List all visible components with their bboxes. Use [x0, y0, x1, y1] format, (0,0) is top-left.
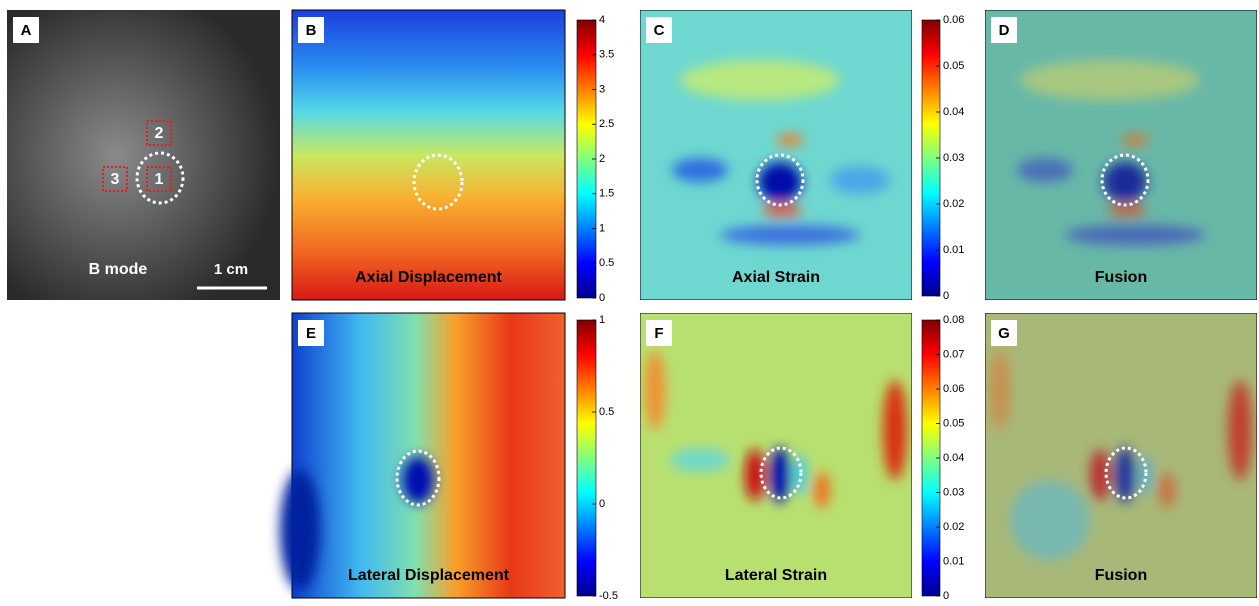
colorbar-tick-label: 0 [599, 292, 605, 304]
fusion-map [985, 313, 1257, 598]
colorbar-tick-label: 0.07 [943, 348, 964, 360]
panel-label: B [306, 22, 317, 39]
colorbar-tick-label: 4 [599, 14, 605, 26]
colorbar-tick-label: 0.06 [943, 14, 964, 26]
figure: 2 3 1 B mode 1 cm A B Axial Displacement 0 0… [0, 0, 1259, 601]
colorbar-tick-label: 0.01 [943, 555, 964, 567]
colorbar-tick-label: 0.5 [599, 406, 614, 418]
colorbar-tick-label: 0 [943, 290, 949, 302]
panel-label: C [654, 22, 665, 39]
panel-label: F [654, 325, 663, 342]
colorbar-tick-label: 1 [599, 222, 605, 234]
colorbar-tick-label: 0.5 [599, 257, 614, 269]
colorbar-tick-label: 2 [599, 153, 605, 165]
colorbar-tick-label: 0.04 [943, 106, 964, 118]
colorbar-tick-label: 0.01 [943, 244, 964, 256]
colorbar-tick-label: 0.02 [943, 521, 964, 533]
colorbar-tick-label: 3 [599, 83, 605, 95]
panel-label: E [306, 325, 316, 342]
colorbar-tick-label: 0.05 [943, 60, 964, 72]
caption: Fusion [1095, 269, 1147, 286]
b-mode-image [7, 10, 280, 300]
colorbar-tick-label: -0.5 [599, 590, 618, 601]
panel-label: D [999, 22, 1010, 39]
caption: Axial Displacement [355, 269, 502, 286]
roi-label: 1 [155, 171, 164, 188]
colorbar-tick-label: 0.02 [943, 198, 964, 210]
colorbar-tick-label: 0 [943, 590, 949, 601]
colorbar-tick-label: 1.5 [599, 188, 614, 200]
caption: Axial Strain [732, 269, 820, 286]
colorbar-tick-label: 0.06 [943, 383, 964, 395]
panel-label: G [998, 325, 1010, 342]
blob [402, 456, 434, 504]
colorbar [577, 320, 596, 596]
colorbar-tick-label: 0.03 [943, 486, 964, 498]
colorbar-tick-label: 2.5 [599, 118, 614, 130]
roi-label: 3 [111, 171, 120, 188]
blob [280, 470, 320, 590]
colorbar-tick-label: 0.04 [943, 452, 964, 464]
colorbar-tick-label: 0.03 [943, 152, 964, 164]
colorbar-tick-label: 0.08 [943, 314, 964, 326]
caption: Fusion [1095, 567, 1147, 584]
caption: B mode [89, 261, 148, 278]
colorbar-tick-label: 0.05 [943, 417, 964, 429]
roi-label: 2 [155, 125, 164, 142]
panel-label: A [21, 22, 32, 39]
colorbar-tick-label: 3.5 [599, 49, 614, 61]
scale-bar-label: 1 cm [214, 261, 248, 278]
lateral-strain-map [640, 313, 912, 598]
caption: Lateral Strain [725, 567, 827, 584]
colorbar-tick-label: 0 [599, 498, 605, 510]
colorbar-tick-label: 1 [599, 314, 605, 326]
lateral-displacement-map [292, 313, 565, 598]
axial-displacement-map [292, 10, 565, 300]
caption: Lateral Displacement [348, 567, 510, 584]
